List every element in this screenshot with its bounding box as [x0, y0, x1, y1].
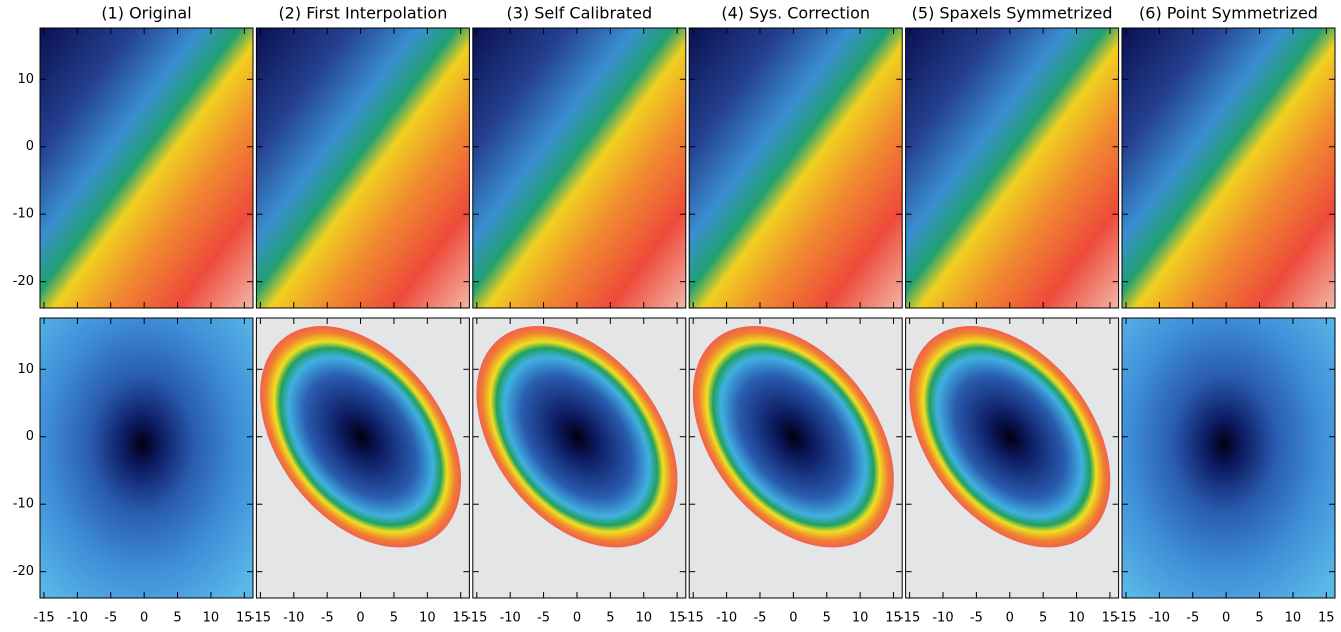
x-tick-label: -15	[683, 611, 704, 626]
panel-frame	[1121, 27, 1336, 309]
panel-title: (3) Self Calibrated	[507, 4, 653, 23]
x-tick-label: -5	[1186, 611, 1199, 626]
y-tick-label: -20	[13, 564, 34, 579]
panel-frame	[472, 27, 687, 309]
panel-frame	[688, 317, 903, 599]
x-tick-label: -10	[500, 611, 521, 626]
panel-frame	[255, 27, 470, 309]
x-tick-label: 10	[1068, 611, 1085, 626]
x-tick-label: 5	[390, 611, 398, 626]
velocity-map	[472, 28, 686, 308]
x-tick-label: -15	[899, 611, 920, 626]
x-tick-label: 10	[852, 611, 869, 626]
panel-frame	[255, 317, 470, 599]
flux-ring-map	[692, 326, 894, 548]
flux-map	[40, 318, 253, 598]
flux-ring-map	[476, 326, 678, 548]
panel-frame	[1121, 317, 1336, 599]
x-tick-label: 0	[573, 611, 581, 626]
y-tick-label: 0	[26, 139, 34, 154]
x-tick-label: 15	[669, 611, 686, 626]
x-tick-label: 0	[356, 611, 364, 626]
velocity-map	[40, 28, 253, 308]
panel-frame	[472, 317, 687, 599]
flux-ring-map	[909, 326, 1111, 548]
x-tick-label: 10	[1285, 611, 1302, 626]
x-tick-label: 0	[140, 611, 148, 626]
y-tick-label: -10	[13, 497, 34, 512]
x-tick-label: 5	[1255, 611, 1263, 626]
x-tick-label: 5	[1039, 611, 1047, 626]
x-tick-label: 15	[236, 611, 253, 626]
x-tick-label: 10	[203, 611, 220, 626]
x-tick-label: 5	[606, 611, 614, 626]
panel-title: (1) Original	[101, 4, 191, 23]
y-tick-label: 10	[17, 72, 34, 87]
x-tick-label: -10	[716, 611, 737, 626]
panel-title: (6) Point Symmetrized	[1139, 4, 1318, 23]
velocity-map	[689, 28, 903, 308]
x-tick-label: 0	[789, 611, 797, 626]
x-tick-label: 15	[1318, 611, 1335, 626]
x-tick-label: -5	[537, 611, 550, 626]
x-tick-label: 5	[173, 611, 181, 626]
x-tick-label: 5	[823, 611, 831, 626]
x-tick-label: -10	[932, 611, 953, 626]
velocity-map	[905, 28, 1119, 308]
panel-title: (5) Spaxels Symmetrized	[912, 4, 1113, 23]
panel-frame	[39, 317, 254, 599]
velocity-map	[1122, 28, 1335, 308]
panel-frame	[688, 27, 903, 309]
panel-title: (2) First Interpolation	[278, 4, 447, 23]
y-tick-label: -20	[13, 274, 34, 289]
panel-frame	[905, 317, 1120, 599]
velocity-map	[256, 28, 470, 308]
y-tick-label: -10	[13, 207, 34, 222]
x-tick-label: 10	[419, 611, 436, 626]
panel-title: (4) Sys. Correction	[721, 4, 870, 23]
x-tick-label: -10	[1149, 611, 1170, 626]
x-tick-label: -5	[104, 611, 117, 626]
panel-frame	[905, 27, 1120, 309]
y-tick-label: 10	[17, 362, 34, 377]
panel-frame	[39, 27, 254, 309]
x-tick-label: -5	[753, 611, 766, 626]
x-tick-label: -15	[33, 611, 54, 626]
x-tick-label: -10	[67, 611, 88, 626]
x-tick-label: 15	[1102, 611, 1119, 626]
x-tick-label: -15	[1115, 611, 1136, 626]
x-tick-label: 0	[1222, 611, 1230, 626]
x-tick-label: -5	[970, 611, 983, 626]
flux-ring-map	[260, 326, 462, 548]
x-tick-label: 15	[452, 611, 469, 626]
x-tick-label: -10	[283, 611, 304, 626]
x-tick-label: -15	[250, 611, 271, 626]
y-tick-label: 0	[26, 429, 34, 444]
flux-map	[1122, 318, 1335, 598]
x-tick-label: -5	[321, 611, 334, 626]
x-tick-label: 0	[1006, 611, 1014, 626]
x-tick-label: 15	[885, 611, 902, 626]
x-tick-label: -15	[466, 611, 487, 626]
x-tick-label: 10	[635, 611, 652, 626]
